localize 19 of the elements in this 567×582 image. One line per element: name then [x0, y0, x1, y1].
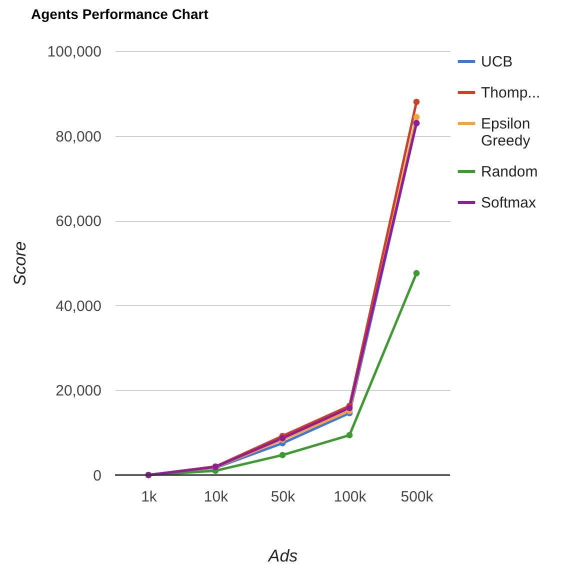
x-tick-label: 1k: [141, 488, 158, 506]
y-tick-label: 60,000: [56, 213, 102, 230]
legend-label: Softmax: [481, 194, 537, 212]
x-axis-title: Ads: [267, 546, 298, 566]
chart-title: Agents Performance Chart: [31, 6, 209, 22]
legend-label: Epsilon Greedy: [481, 116, 531, 150]
legend-label: UCB: [481, 54, 513, 70]
y-tick-label: 0: [93, 468, 102, 484]
y-tick-label: 80,000: [56, 128, 102, 146]
x-tick-label: 100k: [334, 488, 367, 506]
y-tick-label: 20,000: [56, 382, 102, 400]
x-tick-label: 50k: [270, 488, 296, 506]
y-tick-label: 100,000: [47, 44, 102, 60]
legend-label: Thomp...: [481, 84, 540, 102]
y-axis-title: Score: [10, 241, 30, 286]
x-tick-label: 10k: [204, 488, 229, 506]
legend-label: Random: [481, 164, 538, 180]
y-tick-label: 40,000: [56, 298, 102, 315]
x-tick-label: 500k: [400, 488, 434, 506]
